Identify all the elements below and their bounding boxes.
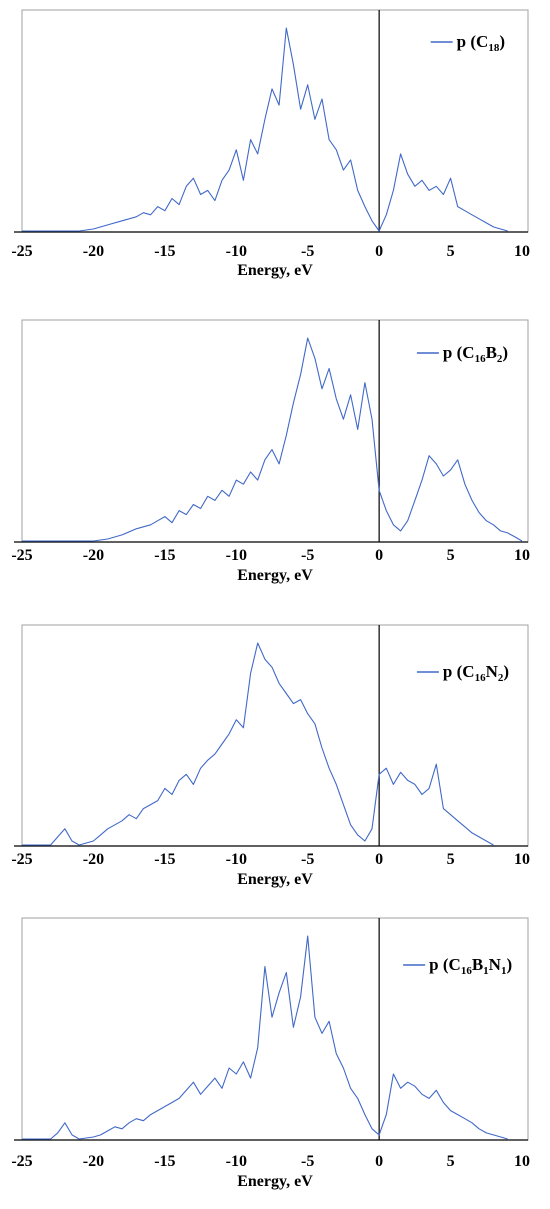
x-axis-title: Energy, eV [237, 567, 313, 584]
x-tick-label: 10 [514, 851, 530, 868]
x-tick-label: -25 [11, 1153, 32, 1170]
x-tick-label: 0 [375, 243, 383, 260]
series-line-1 [22, 27, 508, 232]
x-tick-label: -10 [226, 851, 247, 868]
x-tick-label: -25 [11, 243, 32, 260]
x-tick-label: -20 [83, 547, 104, 564]
x-tick-label: 0 [375, 1153, 383, 1170]
x-tick-label: -20 [83, 851, 104, 868]
plot-frame [21, 9, 529, 233]
x-axis-title: Energy, eV [237, 871, 313, 888]
x-tick-label: 0 [375, 547, 383, 564]
x-tick-label: -20 [83, 243, 104, 260]
x-tick-label: -10 [226, 243, 247, 260]
plot-frame [21, 624, 529, 847]
plot-frame [21, 917, 529, 1141]
x-tick-label: 0 [375, 851, 383, 868]
x-axis-title: Energy, eV [237, 1173, 313, 1190]
x-tick-label: -15 [154, 1153, 175, 1170]
legend-label: p (C16B2) [443, 343, 508, 365]
x-tick-label: -5 [301, 851, 314, 868]
chart-panel-3: -25 -20 -15 -10 -5 0 5 10 Energy, eV p (C16N2) [11, 624, 530, 888]
series-line-1 [22, 642, 494, 846]
x-tick-label: 10 [514, 547, 530, 564]
x-tick-label: 5 [447, 547, 455, 564]
chart-panel-4: -25 -20 -15 -10 -5 0 5 10 Energy, eV p (C16B1N1) [11, 917, 530, 1190]
x-tick-label: 5 [447, 1153, 455, 1170]
x-tick-label: -5 [301, 243, 314, 260]
x-tick-label: 10 [514, 1153, 530, 1170]
x-tick-label: 10 [514, 243, 530, 260]
x-tick-label: -10 [226, 547, 247, 564]
x-tick-label: -20 [83, 1153, 104, 1170]
x-tick-label: -25 [11, 547, 32, 564]
series-line-1 [22, 935, 508, 1140]
x-tick-label: 5 [447, 243, 455, 260]
x-tick-label: -15 [154, 851, 175, 868]
x-tick-label: -15 [154, 243, 175, 260]
x-tick-label: -25 [11, 851, 32, 868]
legend-label: p (C18) [457, 32, 505, 54]
legend-label: p (C16N2) [443, 662, 509, 684]
x-tick-label: -5 [301, 1153, 314, 1170]
series-line-1 [22, 337, 523, 542]
chart-panel-1: -25 -20 -15 -10 -5 0 5 10 Energy, eV p (C18) [11, 9, 530, 279]
x-tick-label: -5 [301, 547, 314, 564]
x-tick-label: -10 [226, 1153, 247, 1170]
legend-label: p (C16B1N1) [429, 955, 512, 977]
x-axis-title: Energy, eV [237, 262, 313, 279]
x-tick-label: 5 [447, 851, 455, 868]
chart-panel-2: -25 -20 -15 -10 -5 0 5 10 Energy, eV p (C16B2) [11, 319, 530, 584]
x-tick-label: -15 [154, 547, 175, 564]
